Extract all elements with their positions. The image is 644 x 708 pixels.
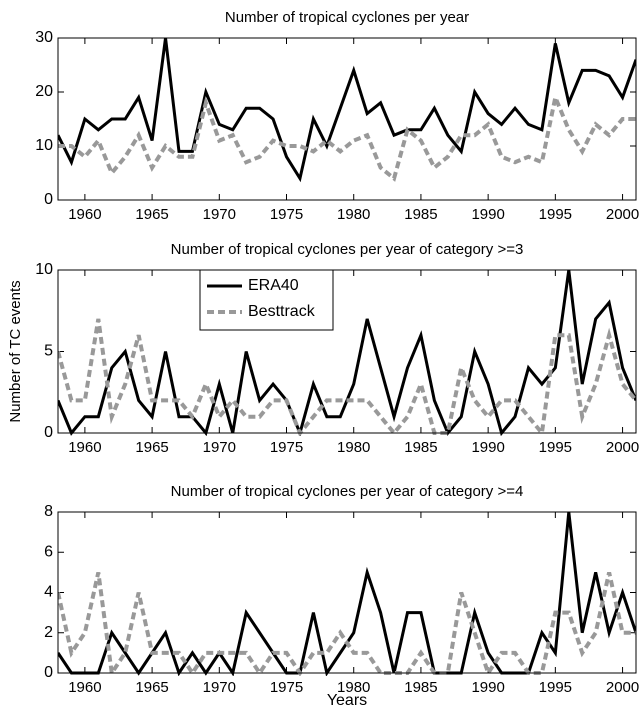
x-tick-label: 1990 bbox=[471, 439, 504, 456]
series-line bbox=[58, 269, 636, 436]
x-tick-label: 1980 bbox=[337, 439, 370, 456]
x-tick-label: 1995 bbox=[539, 439, 572, 456]
x-tick-label: 1970 bbox=[203, 206, 236, 223]
x-tick-label: 1990 bbox=[471, 206, 504, 223]
legend-box bbox=[199, 269, 334, 331]
y-tick-label: 6 bbox=[44, 543, 53, 560]
x-tick-label: 1975 bbox=[270, 679, 303, 696]
x-tick-label: 1965 bbox=[135, 439, 168, 456]
plot-frame bbox=[57, 37, 637, 201]
y-tick-label: 10 bbox=[35, 137, 53, 154]
x-tick-label: 1960 bbox=[68, 439, 101, 456]
series-line bbox=[58, 90, 636, 182]
chart-title: Number of tropical cyclones per year bbox=[225, 9, 469, 26]
x-tick-label: 2000 bbox=[606, 439, 639, 456]
x-tick-label: 1975 bbox=[270, 206, 303, 223]
x-tick-label: 1995 bbox=[539, 206, 572, 223]
legend-label: ERA40 bbox=[248, 277, 299, 294]
x-tick-label: 1960 bbox=[68, 679, 101, 696]
chart-title: Number of tropical cyclones per year of … bbox=[171, 241, 524, 258]
x-tick-label: 1995 bbox=[539, 679, 572, 696]
series-line bbox=[58, 37, 636, 183]
x-tick-label: 1970 bbox=[203, 439, 236, 456]
series-line bbox=[58, 571, 636, 676]
legend-label: Besttrack bbox=[248, 303, 316, 320]
x-tick-label: 1985 bbox=[404, 679, 437, 696]
chart-title: Number of tropical cyclones per year of … bbox=[171, 483, 524, 500]
y-tick-label: 2 bbox=[44, 624, 53, 641]
y-tick-label: 20 bbox=[35, 83, 53, 100]
x-tick-label: 1990 bbox=[471, 679, 504, 696]
y-axis-label: Number of TC events bbox=[7, 280, 24, 422]
x-tick-label: 1980 bbox=[337, 679, 370, 696]
y-tick-label: 5 bbox=[44, 343, 53, 360]
plot-frame bbox=[57, 511, 637, 674]
y-tick-label: 0 bbox=[44, 424, 53, 441]
series-line bbox=[58, 318, 636, 436]
x-tick-label: 1985 bbox=[404, 206, 437, 223]
x-tick-label: 1960 bbox=[68, 206, 101, 223]
plot-frame bbox=[57, 269, 637, 434]
x-tick-label: 1980 bbox=[337, 206, 370, 223]
y-tick-label: 8 bbox=[44, 503, 53, 520]
y-tick-label: 0 bbox=[44, 664, 53, 681]
x-tick-label: 1985 bbox=[404, 439, 437, 456]
y-tick-label: 4 bbox=[44, 584, 53, 601]
x-tick-label: 1965 bbox=[135, 679, 168, 696]
x-tick-label: 2000 bbox=[606, 206, 639, 223]
x-tick-label: 2000 bbox=[606, 679, 639, 696]
x-axis-label: Years bbox=[327, 692, 367, 708]
y-tick-label: 10 bbox=[35, 261, 53, 278]
x-tick-label: 1970 bbox=[203, 679, 236, 696]
y-tick-label: 0 bbox=[44, 191, 53, 208]
x-tick-label: 1965 bbox=[135, 206, 168, 223]
x-tick-label: 1975 bbox=[270, 439, 303, 456]
y-tick-label: 30 bbox=[35, 29, 53, 46]
